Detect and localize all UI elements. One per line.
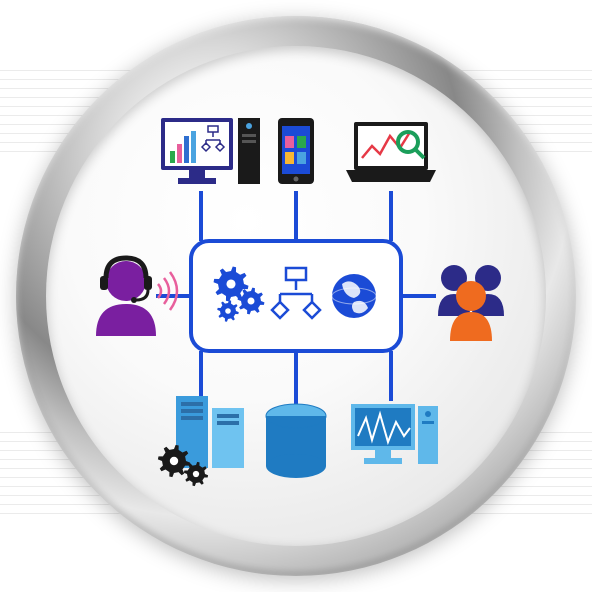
- diagram-canvas: [46, 46, 546, 546]
- metallic-ring: [16, 16, 576, 576]
- desktop-chart-icon: [161, 118, 260, 184]
- network-svg: [46, 46, 546, 546]
- central-hub: [191, 241, 401, 351]
- diagram-container: [0, 0, 592, 592]
- monitor-wave-icon: [351, 404, 438, 464]
- smartphone-icon: [278, 118, 314, 184]
- servers-gears-icon: [158, 396, 244, 486]
- globe-icon: [332, 274, 376, 318]
- database-icon: [266, 404, 326, 478]
- users-group-icon: [438, 265, 504, 341]
- laptop-analytics-icon: [346, 122, 436, 182]
